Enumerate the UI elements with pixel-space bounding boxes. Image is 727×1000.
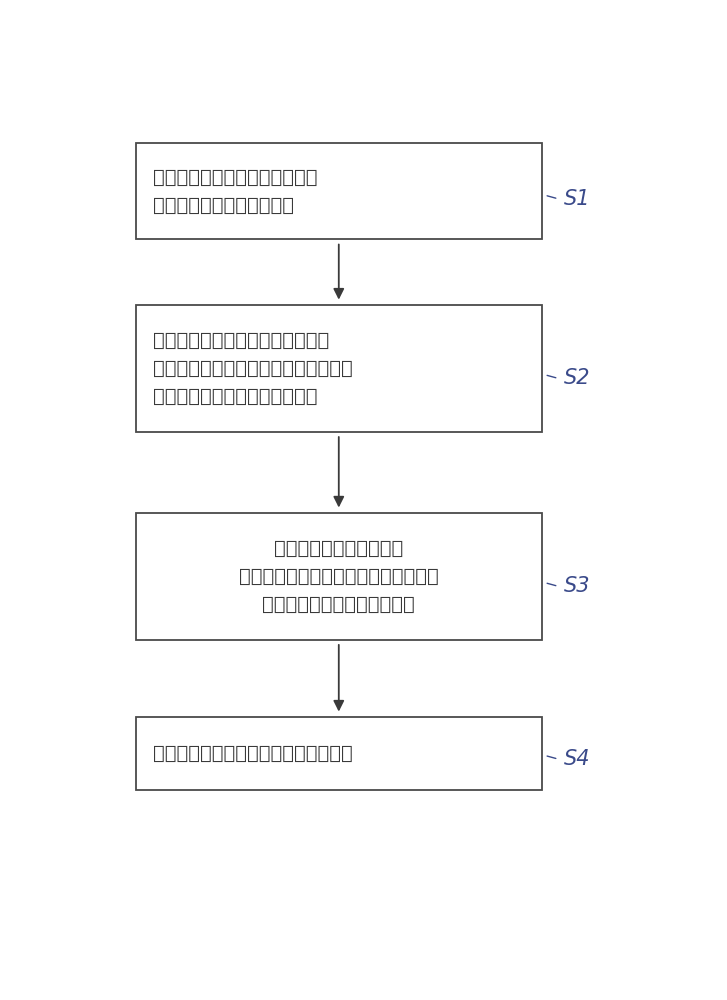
Text: 获取在预测范围内需充电的电动
汽车以及充电站的相关参数: 获取在预测范围内需充电的电动 汽车以及充电站的相关参数 — [153, 168, 318, 215]
Text: 通过蒙特卡洛法计算充电站的充电负荷: 通过蒙特卡洛法计算充电站的充电负荷 — [153, 744, 353, 763]
Bar — [136, 305, 542, 432]
Text: S4: S4 — [564, 749, 590, 769]
Bar — [136, 513, 542, 640]
Text: S1: S1 — [564, 189, 590, 209]
Text: S3: S3 — [564, 576, 590, 596]
Bar — [136, 717, 542, 790]
Bar — [136, 143, 542, 239]
Text: S2: S2 — [564, 368, 590, 388]
Text: 根据吸引力计算任意时刻
在充电站中电动汽车的数量，以及该充
电站中的电动汽车离开的概率: 根据吸引力计算任意时刻 在充电站中电动汽车的数量，以及该充 电站中的电动汽车离开… — [239, 539, 438, 614]
Text: 获取不同因素对电动汽车对应用户
进行充电站选择的影响，计算各个充电
站对电动汽车对应用户的吸引力: 获取不同因素对电动汽车对应用户 进行充电站选择的影响，计算各个充电 站对电动汽车… — [153, 331, 353, 406]
